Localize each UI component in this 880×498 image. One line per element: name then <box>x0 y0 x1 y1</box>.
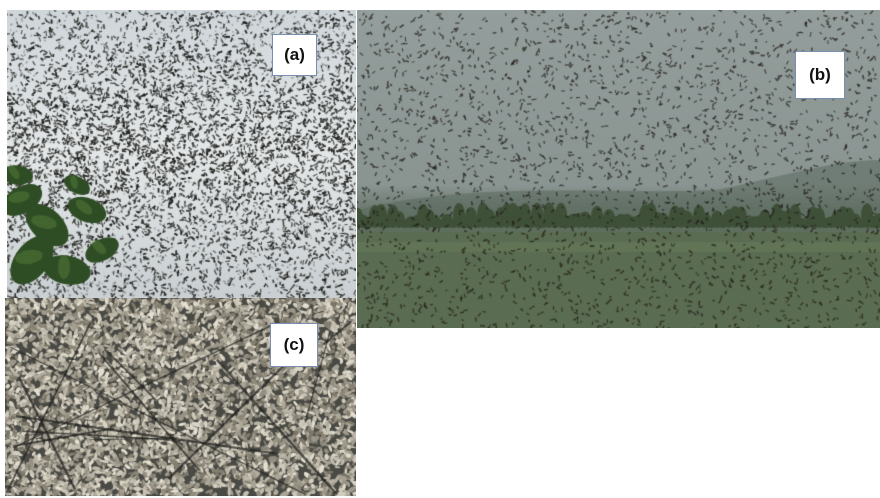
panel-label-a: (a) <box>272 34 317 76</box>
photo-panel-b: (b) <box>357 10 880 328</box>
panel-label-c: (c) <box>270 323 318 367</box>
photo-panel-c: (c) <box>5 298 356 496</box>
photo-panel-a: (a) <box>7 10 356 298</box>
panel-label-b: (b) <box>795 51 845 99</box>
locust-swarm-field-image <box>357 10 880 328</box>
